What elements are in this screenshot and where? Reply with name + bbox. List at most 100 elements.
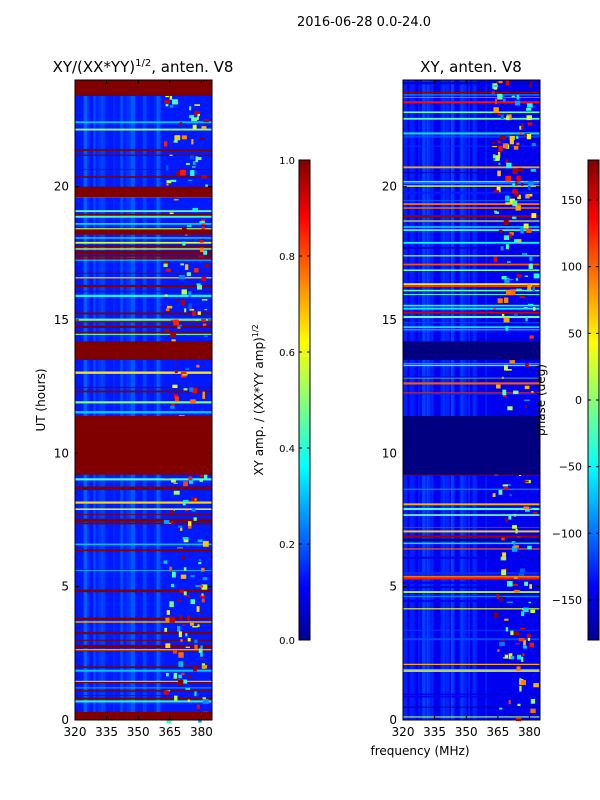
heatmap-row — [403, 392, 540, 394]
heatmap-cell — [183, 388, 188, 391]
heatmap-row — [75, 386, 212, 389]
heatmap-cell — [166, 183, 169, 186]
heatmap-cell — [525, 194, 530, 199]
heatmap-row — [75, 321, 212, 323]
heatmap-cell — [189, 308, 195, 311]
heatmap-cell — [513, 513, 517, 517]
heatmap-cell — [508, 653, 513, 660]
heatmap-cell — [515, 528, 518, 534]
heatmap-stripe — [453, 80, 457, 720]
heatmap-cell — [501, 313, 505, 317]
heatmap-cell — [185, 368, 189, 371]
heatmap-cell — [164, 294, 168, 297]
heatmap-cell — [498, 151, 501, 158]
heatmap-row — [403, 191, 540, 194]
heatmap-row — [75, 121, 212, 124]
heatmap-cell — [492, 154, 496, 159]
heatmap-row — [403, 220, 540, 222]
heatmap-row — [403, 207, 540, 209]
heatmap-row — [403, 172, 540, 174]
heatmap-cell — [528, 263, 533, 269]
heatmap-stripe — [86, 80, 88, 720]
heatmap-cell — [525, 405, 528, 408]
heatmap-cell — [190, 599, 195, 605]
heatmap-cell — [512, 200, 518, 207]
heatmap-cell — [501, 376, 504, 379]
heatmap-cell — [513, 390, 519, 395]
heatmap-row — [403, 663, 540, 665]
heatmap-cell — [170, 319, 173, 322]
heatmap-cell — [523, 607, 529, 613]
heatmap-row — [403, 94, 540, 96]
heatmap-cell — [530, 708, 536, 714]
heatmap-row — [75, 680, 212, 682]
heatmap-row — [75, 411, 212, 414]
heatmap-cell — [195, 585, 201, 587]
x-tick-label: 365 — [158, 725, 181, 739]
heatmap-band — [75, 416, 212, 475]
heatmap-cell — [492, 493, 496, 498]
heatmap-row — [75, 213, 212, 216]
heatmap-cell — [493, 210, 497, 213]
heatmap-row — [75, 549, 212, 552]
phase-xlabel: frequency (MHz) — [370, 744, 469, 758]
heatmap-cell — [187, 615, 190, 621]
heatmap-cell — [509, 139, 514, 145]
x-tick-label: 365 — [486, 725, 509, 739]
heatmap-row — [75, 244, 212, 247]
heatmap-cell — [500, 556, 507, 561]
heatmap-stripe — [485, 80, 487, 720]
heatmap-row — [75, 501, 212, 504]
heatmap-cell — [496, 186, 501, 193]
heatmap-cell — [196, 116, 199, 120]
heatmap-cell — [520, 680, 526, 686]
heatmap-row — [75, 237, 212, 239]
heatmap-stripe — [440, 80, 444, 720]
heatmap-cell — [178, 414, 185, 417]
heatmap-cell — [513, 576, 518, 579]
heatmap-cell — [179, 614, 182, 621]
heatmap-row — [75, 259, 212, 261]
heatmap-cell — [524, 385, 530, 390]
heatmap-row — [403, 307, 540, 310]
heatmap-cell — [492, 141, 496, 145]
heatmap-row — [403, 503, 540, 506]
heatmap-cell — [172, 650, 178, 654]
heatmap-cell — [505, 484, 511, 486]
heatmap-cell — [505, 202, 510, 205]
heatmap-row — [403, 136, 540, 138]
heatmap-cell — [512, 189, 518, 194]
heatmap-stripe — [426, 80, 431, 720]
heatmap-cell — [529, 255, 533, 261]
heatmap-cell — [192, 124, 197, 130]
heatmap-cell — [173, 672, 177, 679]
heatmap-cell — [495, 155, 500, 161]
heatmap-cell — [504, 618, 509, 621]
heatmap-row — [403, 577, 540, 580]
heatmap-cell — [528, 185, 531, 191]
phase-axes-frame — [402, 79, 541, 721]
colorbar-tick-label: −50 — [559, 461, 582, 474]
heatmap-row — [75, 257, 212, 259]
heatmap-cell — [526, 103, 533, 108]
heatmap-row — [403, 185, 540, 187]
heatmap-cell — [518, 637, 525, 642]
heatmap-cell — [194, 110, 201, 117]
heatmap-cell — [169, 212, 174, 215]
heatmap-row — [403, 328, 540, 331]
heatmap-cell — [202, 396, 206, 399]
heatmap-stripe — [120, 80, 124, 720]
heatmap-row — [403, 608, 540, 610]
heatmap-row — [75, 639, 212, 641]
heatmap-cell — [204, 263, 209, 268]
heatmap-cell — [520, 627, 526, 630]
heatmap-band — [75, 341, 212, 360]
heatmap-cell — [523, 480, 529, 483]
heatmap-cell — [164, 100, 171, 105]
heatmap-cell — [202, 391, 205, 398]
colorbar-tick-label: 0 — [575, 394, 582, 407]
heatmap-cell — [515, 643, 520, 645]
heatmap-row — [75, 632, 212, 634]
heatmap-cell — [527, 283, 532, 290]
heatmap-row — [403, 538, 540, 542]
